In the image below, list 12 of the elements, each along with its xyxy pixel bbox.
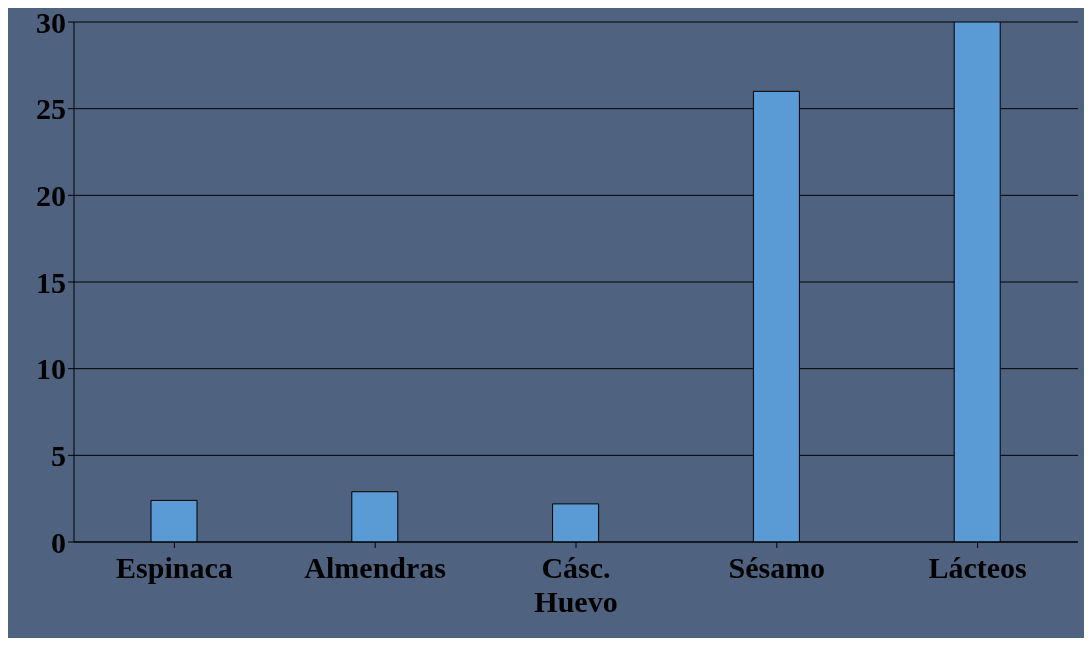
y-tick-label: 30 [36,5,66,39]
y-tick-label: 0 [51,525,66,559]
x-tick-label: Cásc. Huevo [534,551,618,618]
x-tick-label: Espinaca [116,551,233,584]
y-tick-label: 15 [36,265,66,299]
y-tick-label: 20 [36,178,66,212]
x-tick-label: Lácteos [928,551,1027,584]
x-tick-label: Almendras [304,551,447,584]
y-tick-label: 5 [51,438,66,472]
y-tick-label: 25 [36,92,66,126]
x-tick-label: Sésamo [728,551,826,584]
y-tick-label: 10 [36,352,66,386]
